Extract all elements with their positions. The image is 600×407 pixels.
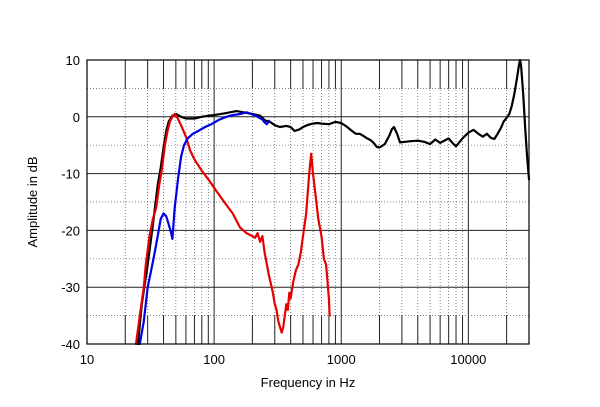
y-tick-label: -10 xyxy=(61,167,80,182)
plot-frame xyxy=(86,59,530,345)
series-line-2 xyxy=(134,112,331,346)
series-line-3 xyxy=(138,111,271,346)
series-layer xyxy=(134,58,531,346)
y-axis-label: Amplitude in dB xyxy=(25,156,40,247)
y-tick-label: -40 xyxy=(61,337,80,352)
y-tick-label: -20 xyxy=(61,223,80,238)
y-tick-label: -30 xyxy=(61,280,80,295)
x-axis-label: Frequency in Hz xyxy=(261,375,356,390)
x-tick-labels: 10 100 1000 10000 xyxy=(80,352,487,367)
y-tick-labels: 10 0 -10 -20 -30 -40 xyxy=(61,53,80,352)
x-tick-label: 10 xyxy=(80,352,94,367)
series-line-1 xyxy=(136,58,531,346)
x-tick-label: 10000 xyxy=(450,352,486,367)
x-tick-label: 1000 xyxy=(327,352,356,367)
x-tick-label: 100 xyxy=(203,352,225,367)
y-tick-label: 10 xyxy=(66,53,80,68)
y-tick-label: 0 xyxy=(73,110,80,125)
